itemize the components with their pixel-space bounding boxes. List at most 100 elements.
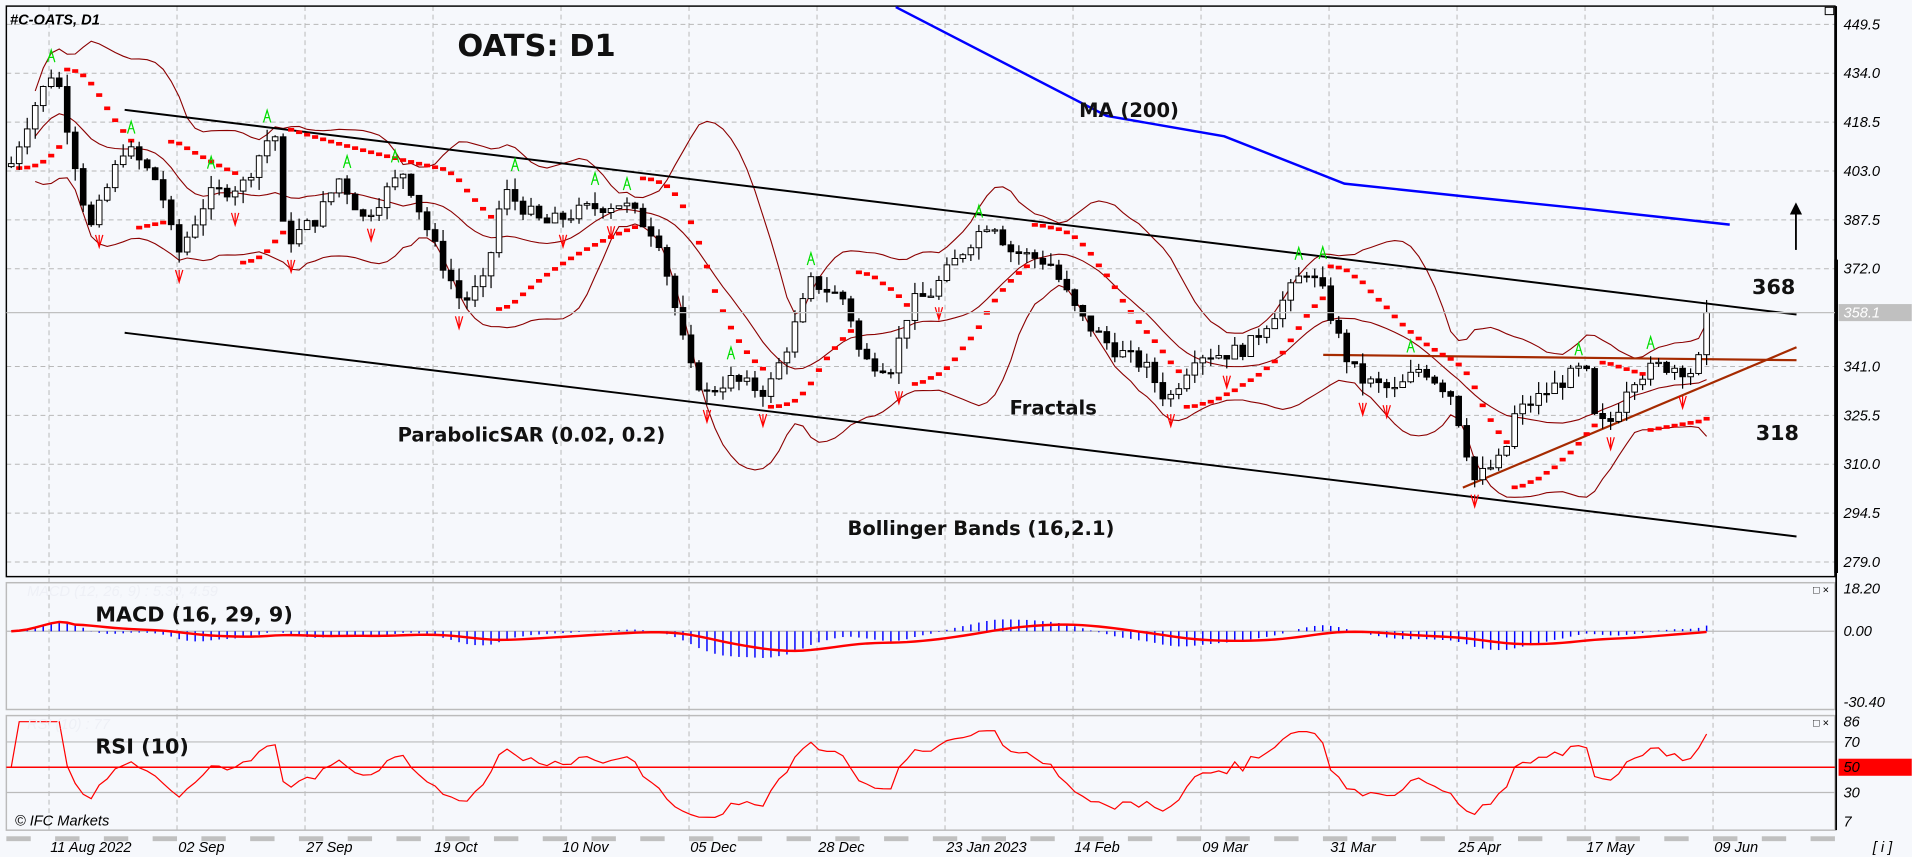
sar-dot [280, 230, 287, 235]
candle-body [1383, 382, 1391, 389]
candle [559, 210, 567, 228]
candle [695, 360, 703, 392]
macd-panel-controls[interactable]: □ × [1813, 585, 1829, 597]
fractal-down-icon [454, 316, 464, 331]
candle-body [1623, 391, 1630, 413]
candle-body [287, 220, 295, 245]
candle [47, 69, 55, 89]
sar-dot [663, 184, 671, 189]
time-scale-strip [1127, 836, 1153, 842]
sar-dot [1423, 342, 1430, 347]
candle-body [847, 298, 855, 322]
time-scale-strip [1274, 836, 1299, 842]
sar-dot [1295, 326, 1302, 330]
candle [407, 173, 415, 198]
candle [727, 366, 735, 392]
sar-label: ParabolicSAR (0.02, 0.2) [398, 423, 666, 446]
candle-body [959, 254, 967, 259]
candle-body [751, 377, 759, 391]
sar-dot [1655, 426, 1662, 431]
candle [87, 201, 95, 227]
candle-body [999, 229, 1007, 246]
candle [1223, 355, 1231, 369]
sar-dot [823, 356, 830, 361]
candle [359, 208, 367, 222]
fractal-down-icon [1678, 395, 1687, 411]
candle [1303, 271, 1311, 283]
fractal-up-icon [726, 344, 736, 360]
sar-dot [64, 67, 71, 72]
sar-dot [495, 307, 503, 311]
candle-body [1559, 382, 1566, 388]
sar-dot [384, 154, 391, 159]
sar-dot [559, 261, 567, 266]
sar-dot [1631, 369, 1638, 374]
macd-panel-border [5, 581, 1836, 711]
macd-tick-label: -30.40 [1843, 695, 1884, 711]
sar-dot [1383, 305, 1390, 310]
sar-dot [1103, 273, 1110, 278]
candle [1503, 445, 1510, 457]
macd [6, 619, 1835, 658]
bollinger-upper [34, 40, 1708, 359]
candle [1343, 329, 1351, 374]
candle-body [1159, 382, 1167, 400]
candle-body [671, 275, 679, 309]
rsi-title: RSI (10) [95, 734, 189, 758]
candle [911, 282, 919, 330]
candle-body [1287, 282, 1295, 301]
time-scale-strip [737, 836, 763, 842]
sar-dot [623, 228, 631, 233]
maximize-icon[interactable] [1824, 6, 1835, 16]
candle-body [1463, 425, 1470, 458]
sar-dot [1599, 360, 1606, 365]
sar-dot [1015, 271, 1022, 275]
candle-body [1071, 289, 1079, 306]
candle-body [703, 389, 711, 392]
candle [447, 258, 455, 290]
candle-body [927, 295, 935, 298]
candle-body [335, 178, 343, 194]
time-scale-strip [689, 836, 714, 842]
time-scale-strip [445, 836, 470, 842]
candle-body [1175, 388, 1183, 395]
sar-dot [1199, 402, 1206, 406]
candle [711, 386, 719, 396]
candle-body [1247, 335, 1255, 357]
candle-body [679, 307, 687, 336]
candle [719, 376, 727, 400]
candle-body [1703, 312, 1710, 356]
x-tick-label: 09 Jun [1714, 840, 1758, 856]
rsi-tick-label: 30 [1843, 785, 1859, 801]
candle [935, 275, 943, 300]
candle-body [391, 177, 399, 188]
sar-dot [527, 285, 535, 290]
candle [1167, 390, 1175, 407]
sar-dot [639, 176, 647, 181]
candle-body [23, 128, 31, 148]
candle [343, 175, 351, 205]
macd-faint-label: MACD (12, 26, 9) : 5.30, 4.59 [27, 584, 218, 600]
x-tick-label: 28 Dec [817, 840, 865, 856]
fractal-down-icon [1222, 375, 1232, 391]
sar-dot [1527, 480, 1534, 484]
candle-body [471, 286, 479, 301]
info-button[interactable]: [ i ] [1872, 840, 1893, 856]
candle [1287, 278, 1295, 312]
sar-dot [887, 287, 894, 291]
sar-dot [599, 239, 607, 243]
candle-body [743, 377, 751, 382]
sar-dot [583, 247, 591, 251]
candle [1231, 336, 1239, 360]
candle-body [415, 194, 423, 213]
candle [511, 178, 519, 211]
candle [1647, 356, 1654, 386]
candle [535, 204, 543, 221]
candle-body [1327, 285, 1335, 321]
candle-body [111, 164, 119, 189]
sar-dot [336, 141, 343, 146]
candle-body [1023, 252, 1031, 255]
rsi-panel-controls[interactable]: □ × [1813, 718, 1829, 730]
candle [23, 117, 31, 155]
